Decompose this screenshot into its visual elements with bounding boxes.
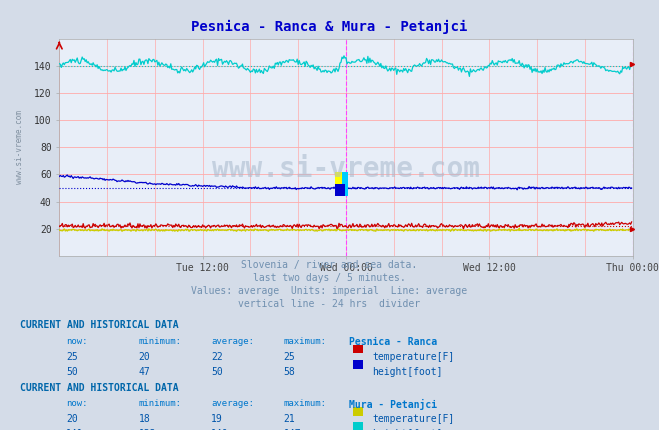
Text: temperature[F]: temperature[F]	[372, 352, 455, 362]
Text: 22: 22	[211, 352, 223, 362]
Text: 21: 21	[283, 414, 295, 424]
Text: 19: 19	[211, 414, 223, 424]
Text: 58: 58	[283, 367, 295, 377]
Text: www.si-vreme.com: www.si-vreme.com	[212, 155, 480, 183]
Polygon shape	[342, 172, 348, 196]
Text: minimum:: minimum:	[138, 337, 181, 346]
Text: Pesnica - Ranca: Pesnica - Ranca	[349, 337, 438, 347]
Text: height[foot]: height[foot]	[372, 367, 443, 377]
Text: 47: 47	[138, 367, 150, 377]
Text: maximum:: maximum:	[283, 399, 326, 408]
Text: last two days / 5 minutes.: last two days / 5 minutes.	[253, 273, 406, 283]
Text: vertical line - 24 hrs  divider: vertical line - 24 hrs divider	[239, 299, 420, 309]
Text: 132: 132	[138, 429, 156, 430]
Text: now:: now:	[66, 337, 88, 346]
Text: 147: 147	[283, 429, 301, 430]
Text: Mura - Petanjci: Mura - Petanjci	[349, 399, 438, 410]
Text: Pesnica - Ranca & Mura - Petanjci: Pesnica - Ranca & Mura - Petanjci	[191, 19, 468, 34]
Text: average:: average:	[211, 337, 254, 346]
Text: average:: average:	[211, 399, 254, 408]
Text: 141: 141	[66, 429, 84, 430]
Text: 50: 50	[211, 367, 223, 377]
Text: 25: 25	[66, 352, 78, 362]
Text: CURRENT AND HISTORICAL DATA: CURRENT AND HISTORICAL DATA	[20, 320, 179, 330]
Text: 18: 18	[138, 414, 150, 424]
Text: height[foot]: height[foot]	[372, 429, 443, 430]
Text: www.si-vreme.com: www.si-vreme.com	[14, 110, 24, 184]
Text: 25: 25	[283, 352, 295, 362]
Bar	[335, 184, 345, 196]
Bar	[335, 172, 348, 196]
Text: 50: 50	[66, 367, 78, 377]
Text: maximum:: maximum:	[283, 337, 326, 346]
Text: 140: 140	[211, 429, 229, 430]
Text: CURRENT AND HISTORICAL DATA: CURRENT AND HISTORICAL DATA	[20, 383, 179, 393]
Text: now:: now:	[66, 399, 88, 408]
Text: temperature[F]: temperature[F]	[372, 414, 455, 424]
Text: Slovenia / river and sea data.: Slovenia / river and sea data.	[241, 260, 418, 270]
Text: 20: 20	[138, 352, 150, 362]
Text: 20: 20	[66, 414, 78, 424]
Text: minimum:: minimum:	[138, 399, 181, 408]
Text: Values: average  Units: imperial  Line: average: Values: average Units: imperial Line: av…	[191, 286, 468, 296]
